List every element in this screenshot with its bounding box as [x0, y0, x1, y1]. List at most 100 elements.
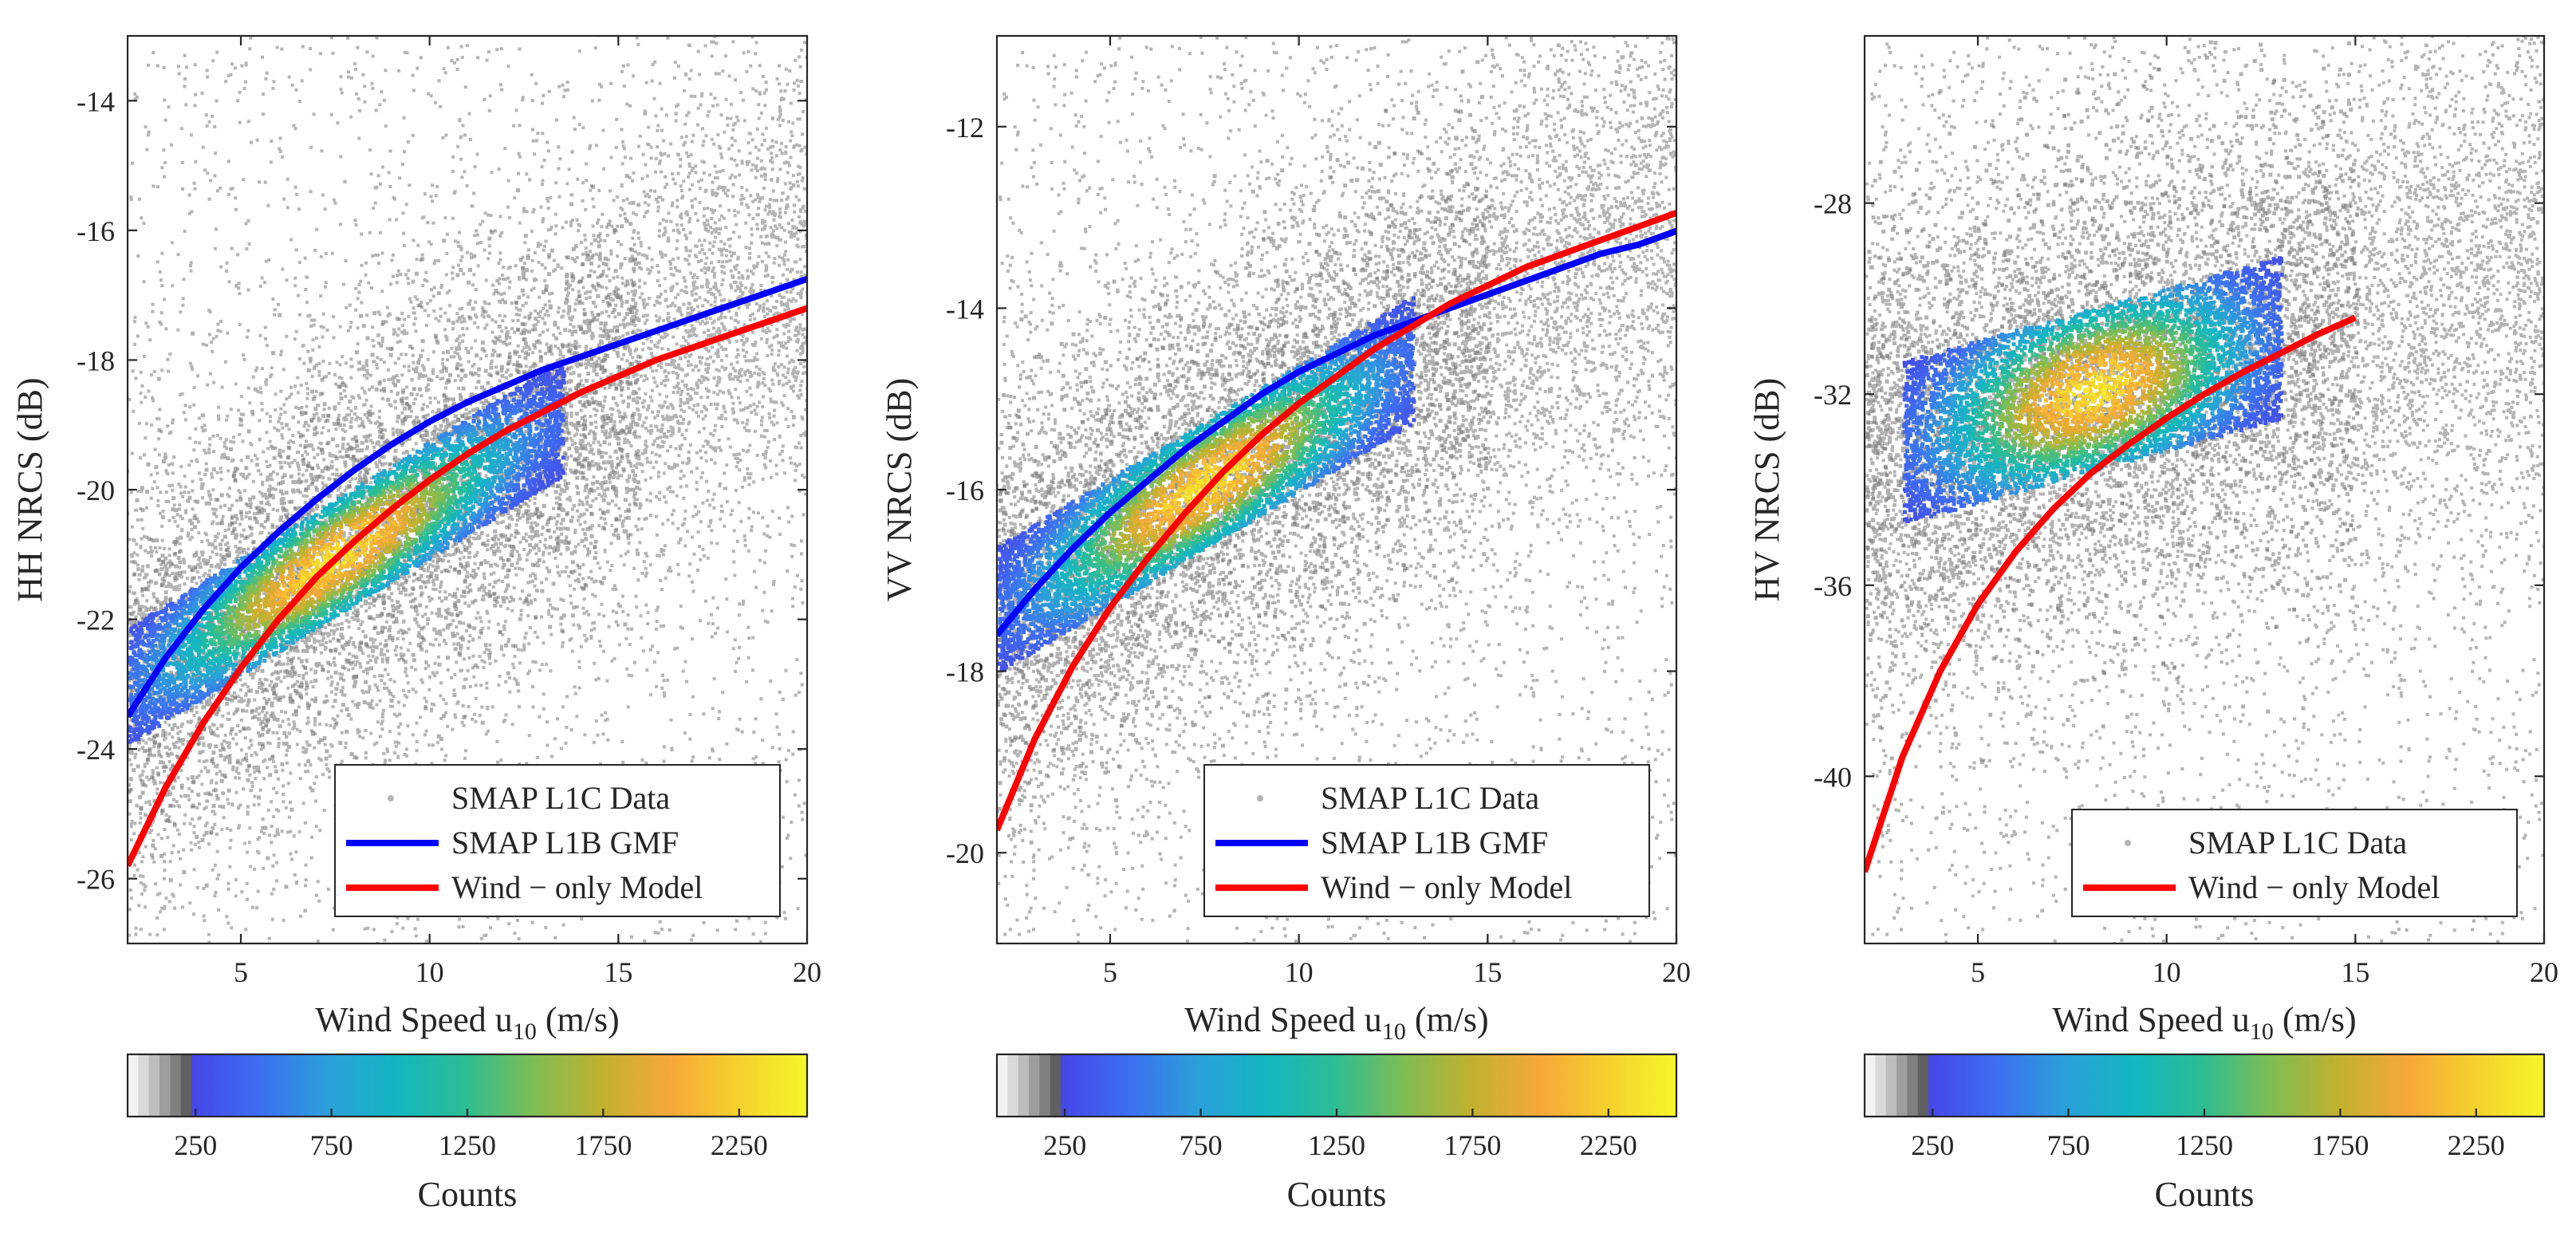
- colorbar-tick-label: 1750: [1444, 1129, 1501, 1161]
- colorbar-tick-label: 1250: [2176, 1129, 2233, 1161]
- legend-label: Wind − only Model: [2188, 869, 2440, 905]
- y-tick-label: -24: [77, 734, 115, 766]
- colorbar-tick-label: 250: [1043, 1129, 1086, 1161]
- colorbar-label: Counts: [418, 1175, 518, 1214]
- colorbar-gray-step: [1028, 1054, 1040, 1117]
- colorbar-tick-label: 750: [310, 1129, 353, 1161]
- y-tick-label: -22: [77, 605, 115, 636]
- legend-box: [2071, 809, 2518, 917]
- x-axis-label-prefix: Wind Speed u: [2052, 1000, 2250, 1039]
- model-line: [1865, 314, 2357, 873]
- y-tick-label: -20: [946, 837, 984, 869]
- colorbar-tick-label: 2250: [1580, 1129, 1637, 1161]
- legend-marker-scatter: [388, 795, 394, 802]
- colorbar-tick-label: 250: [1911, 1129, 1954, 1161]
- y-tick-label: -16: [77, 215, 115, 247]
- y-tick-label: -14: [946, 293, 984, 325]
- model-line: [997, 210, 1676, 832]
- y-tick-label: -12: [946, 112, 984, 144]
- colorbar-gray-step: [1018, 1054, 1030, 1117]
- legend: SMAP L1C Data Wind − only Model: [2071, 809, 2518, 917]
- colorbar-gray-step: [1050, 1054, 1062, 1117]
- y-tick-label: -36: [1814, 570, 1852, 602]
- x-axis-label-suffix: (m/s): [537, 1000, 620, 1039]
- scatter-cloud: [128, 36, 807, 943]
- y-axis-label: VV NRCS (dB): [880, 378, 919, 601]
- colorbar-gradient: [1928, 1054, 2544, 1117]
- axes-box: [1863, 34, 2546, 945]
- colorbar-tick-label: 750: [1180, 1129, 1223, 1161]
- x-tick-label: 15: [1473, 956, 1502, 988]
- y-tick-label: -32: [1814, 379, 1852, 411]
- y-tick-label: -18: [77, 345, 115, 376]
- colorbar-gradient: [1060, 1054, 1676, 1117]
- gmf-line: [128, 276, 807, 719]
- legend-label: Wind − only Model: [451, 869, 703, 905]
- scatter-points-dense-gray: [997, 60, 1492, 845]
- x-tick-label: 5: [1971, 956, 1985, 988]
- x-axis-label-suffix: (m/s): [2274, 1000, 2357, 1039]
- colorbar-tick-label: 2250: [711, 1129, 768, 1161]
- scatter-points-gray: [128, 36, 807, 943]
- scatter-points-gray: [1865, 36, 2544, 943]
- colorbar-label: Counts: [2155, 1175, 2255, 1214]
- colorbar-gray-step: [1907, 1054, 1919, 1117]
- colorbar-tick-label: 1250: [1308, 1129, 1365, 1161]
- y-tick-label: -40: [1814, 761, 1852, 793]
- colorbar-gray-step: [128, 1054, 139, 1117]
- scatter-cloud: [1865, 36, 2544, 943]
- colorbar-gray-step: [1896, 1054, 1908, 1117]
- legend-label: Wind − only Model: [1321, 869, 1572, 905]
- x-axis-label-suffix: (m/s): [1406, 1000, 1489, 1039]
- y-tick-label: -28: [1814, 188, 1852, 220]
- y-axis-label: HH NRCS (dB): [10, 377, 49, 601]
- x-tick-label: 10: [416, 956, 444, 988]
- legend-marker-scatter: [1257, 795, 1263, 802]
- colorbar-gray-step: [159, 1054, 171, 1117]
- y-tick-label: -20: [77, 475, 115, 506]
- colorbar-tick-label: 2250: [2448, 1129, 2505, 1161]
- x-tick-label: 20: [793, 956, 821, 988]
- legend-label: SMAP L1C Data: [2188, 825, 2407, 861]
- legend-label: SMAP L1C Data: [1321, 780, 1539, 816]
- x-axis-label-prefix: Wind Speed u: [1184, 1000, 1382, 1039]
- x-tick-label: 20: [2530, 956, 2558, 988]
- y-tick-label: -18: [946, 656, 984, 688]
- y-tick-label: -14: [77, 85, 115, 117]
- x-axis-label-subscript: 10: [1382, 1018, 1406, 1045]
- colorbar-gray-step: [1875, 1054, 1887, 1117]
- colorbar-gray-step: [138, 1054, 150, 1117]
- legend-marker-scatter: [2125, 840, 2131, 846]
- legend-label: SMAP L1B GMF: [1321, 825, 1548, 861]
- x-axis-label-prefix: Wind Speed u: [315, 1000, 513, 1039]
- y-tick-label: -16: [946, 475, 984, 506]
- scatter-cloud: [997, 36, 1676, 943]
- colorbar-gray-step: [1885, 1054, 1897, 1117]
- x-tick-label: 20: [1662, 956, 1691, 988]
- colorbar-hh: 250 750 1250 1750 2250 Counts: [126, 1053, 809, 1214]
- colorbar-tick-label: 250: [174, 1129, 217, 1161]
- colorbar-gray-step: [997, 1054, 1008, 1117]
- x-axis-label-subscript: 10: [513, 1018, 537, 1045]
- scatter-points-colored: [128, 359, 566, 744]
- colorbar-tick-label: 1750: [574, 1129, 632, 1161]
- legend-label: SMAP L1B GMF: [451, 825, 679, 861]
- colorbar-gray-step: [1917, 1054, 1929, 1117]
- colorbar-gray-step: [1007, 1054, 1019, 1117]
- panel-hh: 5 10 15 20 -14 -16 -18 -20 -22 -24 -26 Wind Speed u…: [10, 34, 821, 1045]
- model-line: [128, 305, 807, 868]
- x-tick-label: 10: [2153, 956, 2181, 988]
- y-axis-label: HV NRCS (dB): [1747, 378, 1786, 601]
- y-tick-label: -26: [77, 864, 115, 896]
- colorbar-gray-step: [170, 1054, 182, 1117]
- x-axis-label: Wind Speed u10 (m/s): [315, 1000, 619, 1045]
- colorbar-tick-label: 1250: [439, 1129, 496, 1161]
- colorbar-gray-step: [148, 1054, 160, 1117]
- x-axis-label: Wind Speed u10 (m/s): [2052, 1000, 2356, 1045]
- x-tick-label: 5: [234, 956, 248, 988]
- colorbar-gray-step: [180, 1054, 192, 1117]
- colorbar-gray-step: [1865, 1054, 1876, 1117]
